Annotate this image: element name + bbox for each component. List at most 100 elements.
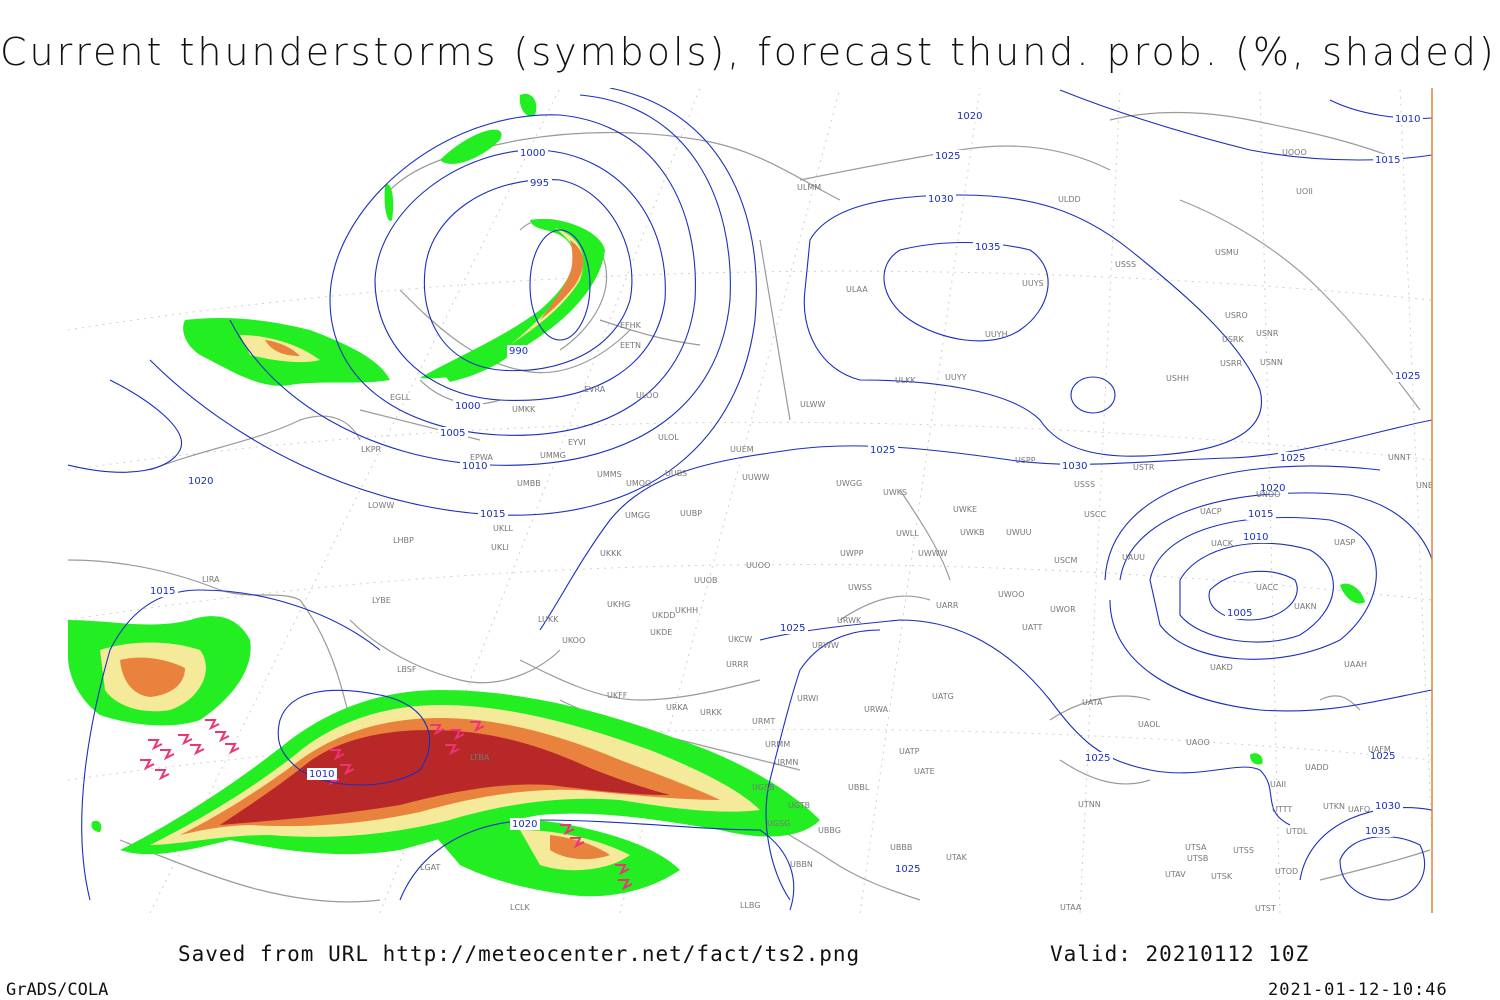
station-label: USMU xyxy=(1215,248,1239,257)
station-label: USRK xyxy=(1222,335,1244,344)
station-label: UMMG xyxy=(540,451,566,460)
isobar-label: 1010 xyxy=(309,769,334,780)
isobar-1020-west xyxy=(68,379,183,473)
thunderstorm-symbol xyxy=(430,721,485,756)
isobar-1030-small xyxy=(1070,376,1116,414)
isobar-1015-south xyxy=(81,589,381,901)
station-label: ULKK xyxy=(895,376,917,385)
station-label: URWI xyxy=(797,694,818,703)
isobar-990 xyxy=(529,229,591,341)
prob-high-area xyxy=(265,340,300,356)
isobar-label: 1015 xyxy=(150,586,175,597)
station-label: UMBB xyxy=(517,479,541,488)
station-label: ULOL xyxy=(658,433,679,442)
station-label: UTAA xyxy=(1060,903,1082,912)
isobar-label: 1025 xyxy=(780,623,805,634)
station-label: UBBB xyxy=(890,843,912,852)
station-label: UAII xyxy=(1270,780,1286,789)
isobar-1000 xyxy=(374,149,666,402)
isobar-1035-se xyxy=(1339,836,1426,901)
isobar-1025-se xyxy=(765,629,881,901)
station-label: URMN xyxy=(774,758,798,767)
station-label: LYBE xyxy=(372,596,391,605)
station-label: UTAK xyxy=(946,853,968,862)
isobar-1030 xyxy=(803,194,1262,457)
station-label: UTSA xyxy=(1185,843,1207,852)
isobar-label: 1010 xyxy=(1395,114,1420,125)
station-label: UKFF xyxy=(607,691,628,700)
station-label: UKLL xyxy=(493,524,514,533)
station-label: UMOO xyxy=(626,479,651,488)
station-label: UOOO xyxy=(1282,148,1307,157)
station-label: UAUU xyxy=(1122,553,1145,562)
valid-time-caption: Valid: 20210112 10Z xyxy=(1050,942,1310,966)
prob-high-area xyxy=(550,835,610,860)
station-label: UTSK xyxy=(1211,872,1233,881)
station-label: EFHK xyxy=(620,321,642,330)
station-label: UNNT xyxy=(1388,453,1411,462)
isobar-label: 995 xyxy=(530,178,549,189)
station-label: UATT xyxy=(1022,623,1042,632)
station-label: URKK xyxy=(700,708,723,717)
station-label: LKPR xyxy=(361,445,382,454)
station-label: UNBB xyxy=(1416,481,1439,490)
isobar-label: 1025 xyxy=(1085,753,1110,764)
station-label: URWK xyxy=(837,616,862,625)
isobar-label: 1020 xyxy=(512,819,537,830)
isobar-low-east-1015 xyxy=(1149,517,1377,660)
isobar-1015 xyxy=(149,88,757,516)
station-label: UWLL xyxy=(896,529,919,538)
render-timestamp: 2021-01-12-10:46 xyxy=(1268,980,1448,1000)
station-label: LHBP xyxy=(393,536,414,545)
station-label: UKLI xyxy=(491,543,509,552)
station-label: ULOO xyxy=(636,391,659,400)
isobar-label: 1035 xyxy=(1365,826,1390,837)
station-label: UBBN xyxy=(790,860,813,869)
station-label: URRR xyxy=(726,660,749,669)
station-label: ULWW xyxy=(800,400,825,409)
isobar-1035 xyxy=(883,241,1049,342)
isobar-1030-se xyxy=(1299,807,1432,881)
station-label: UWUU xyxy=(1006,528,1032,537)
station-label: UUWW xyxy=(742,473,770,482)
thunderstorm-symbol xyxy=(140,759,170,781)
station-label: UTST xyxy=(1255,904,1276,913)
station-label: UWGG xyxy=(836,479,862,488)
station-label: USHH xyxy=(1166,374,1189,383)
isobar-1020-med xyxy=(399,819,795,911)
station-label: LTBA xyxy=(470,753,490,762)
isobar-low-east-1025 xyxy=(1104,465,1381,581)
station-label: UUYY xyxy=(945,373,967,382)
station-label: USCC xyxy=(1084,510,1107,519)
station-label: UACK xyxy=(1211,539,1234,548)
prob-high-area xyxy=(120,657,185,697)
thunderstorm-symbol xyxy=(178,734,205,756)
station-label: UAKD xyxy=(1210,663,1233,672)
isobar-1025 xyxy=(539,419,1432,631)
thunderstorm-symbols xyxy=(140,719,633,891)
station-label: UGTB xyxy=(788,801,810,810)
station-label: UUBP xyxy=(680,509,702,518)
isobar-1020-east xyxy=(1059,89,1432,161)
station-label: UWWW xyxy=(918,549,948,558)
isobar-1005 xyxy=(329,114,696,436)
station-label: UMMS xyxy=(597,470,622,479)
station-label: UASP xyxy=(1334,538,1355,547)
isobar-label: 1030 xyxy=(1375,801,1400,812)
station-label: UAFM xyxy=(1368,745,1391,754)
isobar-label: 1030 xyxy=(1062,461,1087,472)
station-label: UOII xyxy=(1296,187,1313,196)
station-label: UTDL xyxy=(1286,827,1308,836)
prob-low-area xyxy=(519,93,537,117)
station-label: ULMM xyxy=(797,183,821,192)
station-label: UUOO xyxy=(746,561,770,570)
station-label: UATA xyxy=(1082,698,1103,707)
station-label: UWKE xyxy=(953,505,977,514)
isobar-low-east-1005 xyxy=(1208,570,1298,621)
station-label: UUYS xyxy=(1022,279,1044,288)
station-label: UBBL xyxy=(848,783,870,792)
station-label: UGSB xyxy=(752,783,775,792)
station-label: USNN xyxy=(1260,358,1283,367)
prob-low-area xyxy=(440,345,520,382)
